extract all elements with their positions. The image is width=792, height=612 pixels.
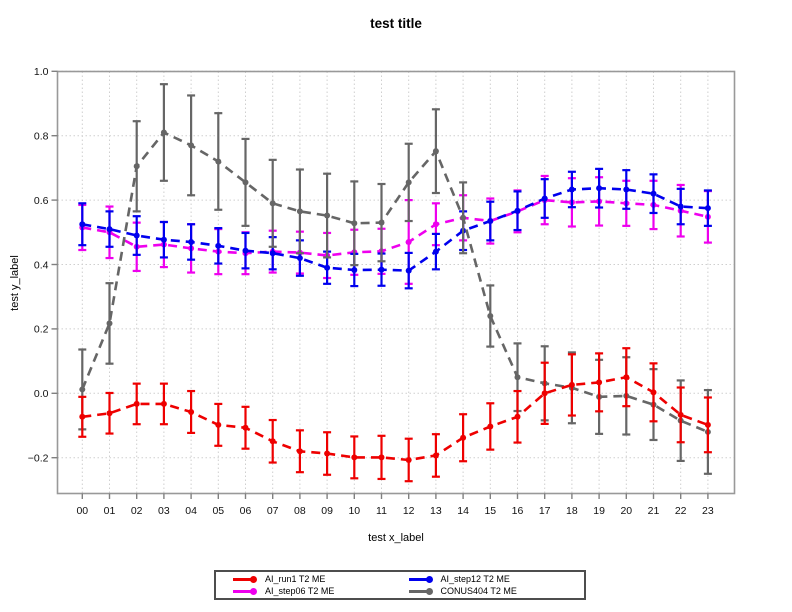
series-ai-step06-t2-me [78, 174, 712, 285]
x-tick-label: 02 [131, 505, 143, 517]
x-tick-label: 19 [593, 505, 605, 517]
x-tick-label: 15 [484, 505, 496, 517]
legend-line-marker-red [233, 575, 257, 583]
legend-item-ai-step12: AI_step12 T2 ME [408, 573, 585, 585]
x-tick-label: 11 [376, 505, 387, 517]
x-tick-label: 05 [212, 505, 224, 517]
legend-label-ai-step06: AI_step06 T2 ME [265, 586, 335, 596]
x-tick-label: 00 [76, 505, 88, 517]
series-layer [78, 83, 712, 483]
x-tick-label: 22 [675, 505, 687, 517]
chart-title: test title [370, 16, 422, 31]
legend-label-conus404: CONUS404 T2 ME [440, 586, 517, 596]
y-tick-label: 0.4 [34, 259, 49, 271]
x-tick-label: 07 [267, 505, 279, 517]
x-tick-label: 09 [321, 505, 333, 517]
series-ai-step12-t2-me [78, 167, 712, 290]
y-tick-label: 0.6 [34, 195, 49, 207]
x-tick-label: 04 [185, 505, 197, 517]
legend-line-marker-gray [408, 587, 433, 595]
x-tick-label: 17 [539, 505, 551, 517]
y-tick-label: 1.0 [34, 66, 49, 78]
axis-tick-layer: 00 01 02 03 04 05 06 07 08 09 10 11 12 13 14 15 16 17 18 19… [28, 66, 714, 517]
x-tick-label: 01 [104, 505, 116, 517]
y-tick-label: 0.2 [34, 324, 49, 336]
legend-line-marker-blue [408, 575, 433, 583]
series-conus404-t2-me [78, 83, 712, 475]
grid-layer [57, 70, 735, 494]
x-tick-label: 10 [348, 505, 360, 517]
x-tick-label: 16 [512, 505, 524, 517]
x-tick-label: 13 [430, 505, 442, 517]
x-tick-label: 08 [294, 505, 306, 517]
x-axis-title: test x_label [368, 532, 424, 544]
y-tick-label: 0.8 [34, 131, 49, 143]
y-axis-title: test y_label [9, 255, 21, 311]
x-tick-label: 14 [457, 505, 469, 517]
x-tick-label: 20 [620, 505, 632, 517]
x-tick-label: 12 [403, 505, 415, 517]
legend-label-ai-step12: AI_step12 T2 ME [440, 574, 510, 584]
plot-frame [56, 70, 736, 495]
y-tick-label: 0.0 [34, 388, 49, 400]
x-tick-label: 18 [566, 505, 578, 517]
x-tick-label: 21 [648, 505, 660, 517]
series-ai-run1-t2-me [78, 347, 712, 483]
y-tick-label: −0.2 [28, 453, 49, 465]
legend-item-ai-step06: AI_step06 T2 ME [233, 585, 409, 597]
legend-label-ai-run1: AI_run1 T2 ME [265, 574, 326, 584]
x-tick-label: 06 [240, 505, 252, 517]
x-tick-label: 23 [702, 505, 714, 517]
legend-item-ai-run1: AI_run1 T2 ME [233, 573, 409, 585]
legend-item-conus404: CONUS404 T2 ME [408, 585, 585, 597]
legend-box: AI_run1 T2 ME AI_step06 T2 ME AI_step12 … [214, 570, 586, 600]
x-tick-label: 03 [158, 505, 170, 517]
legend-line-marker-magenta [233, 587, 257, 595]
